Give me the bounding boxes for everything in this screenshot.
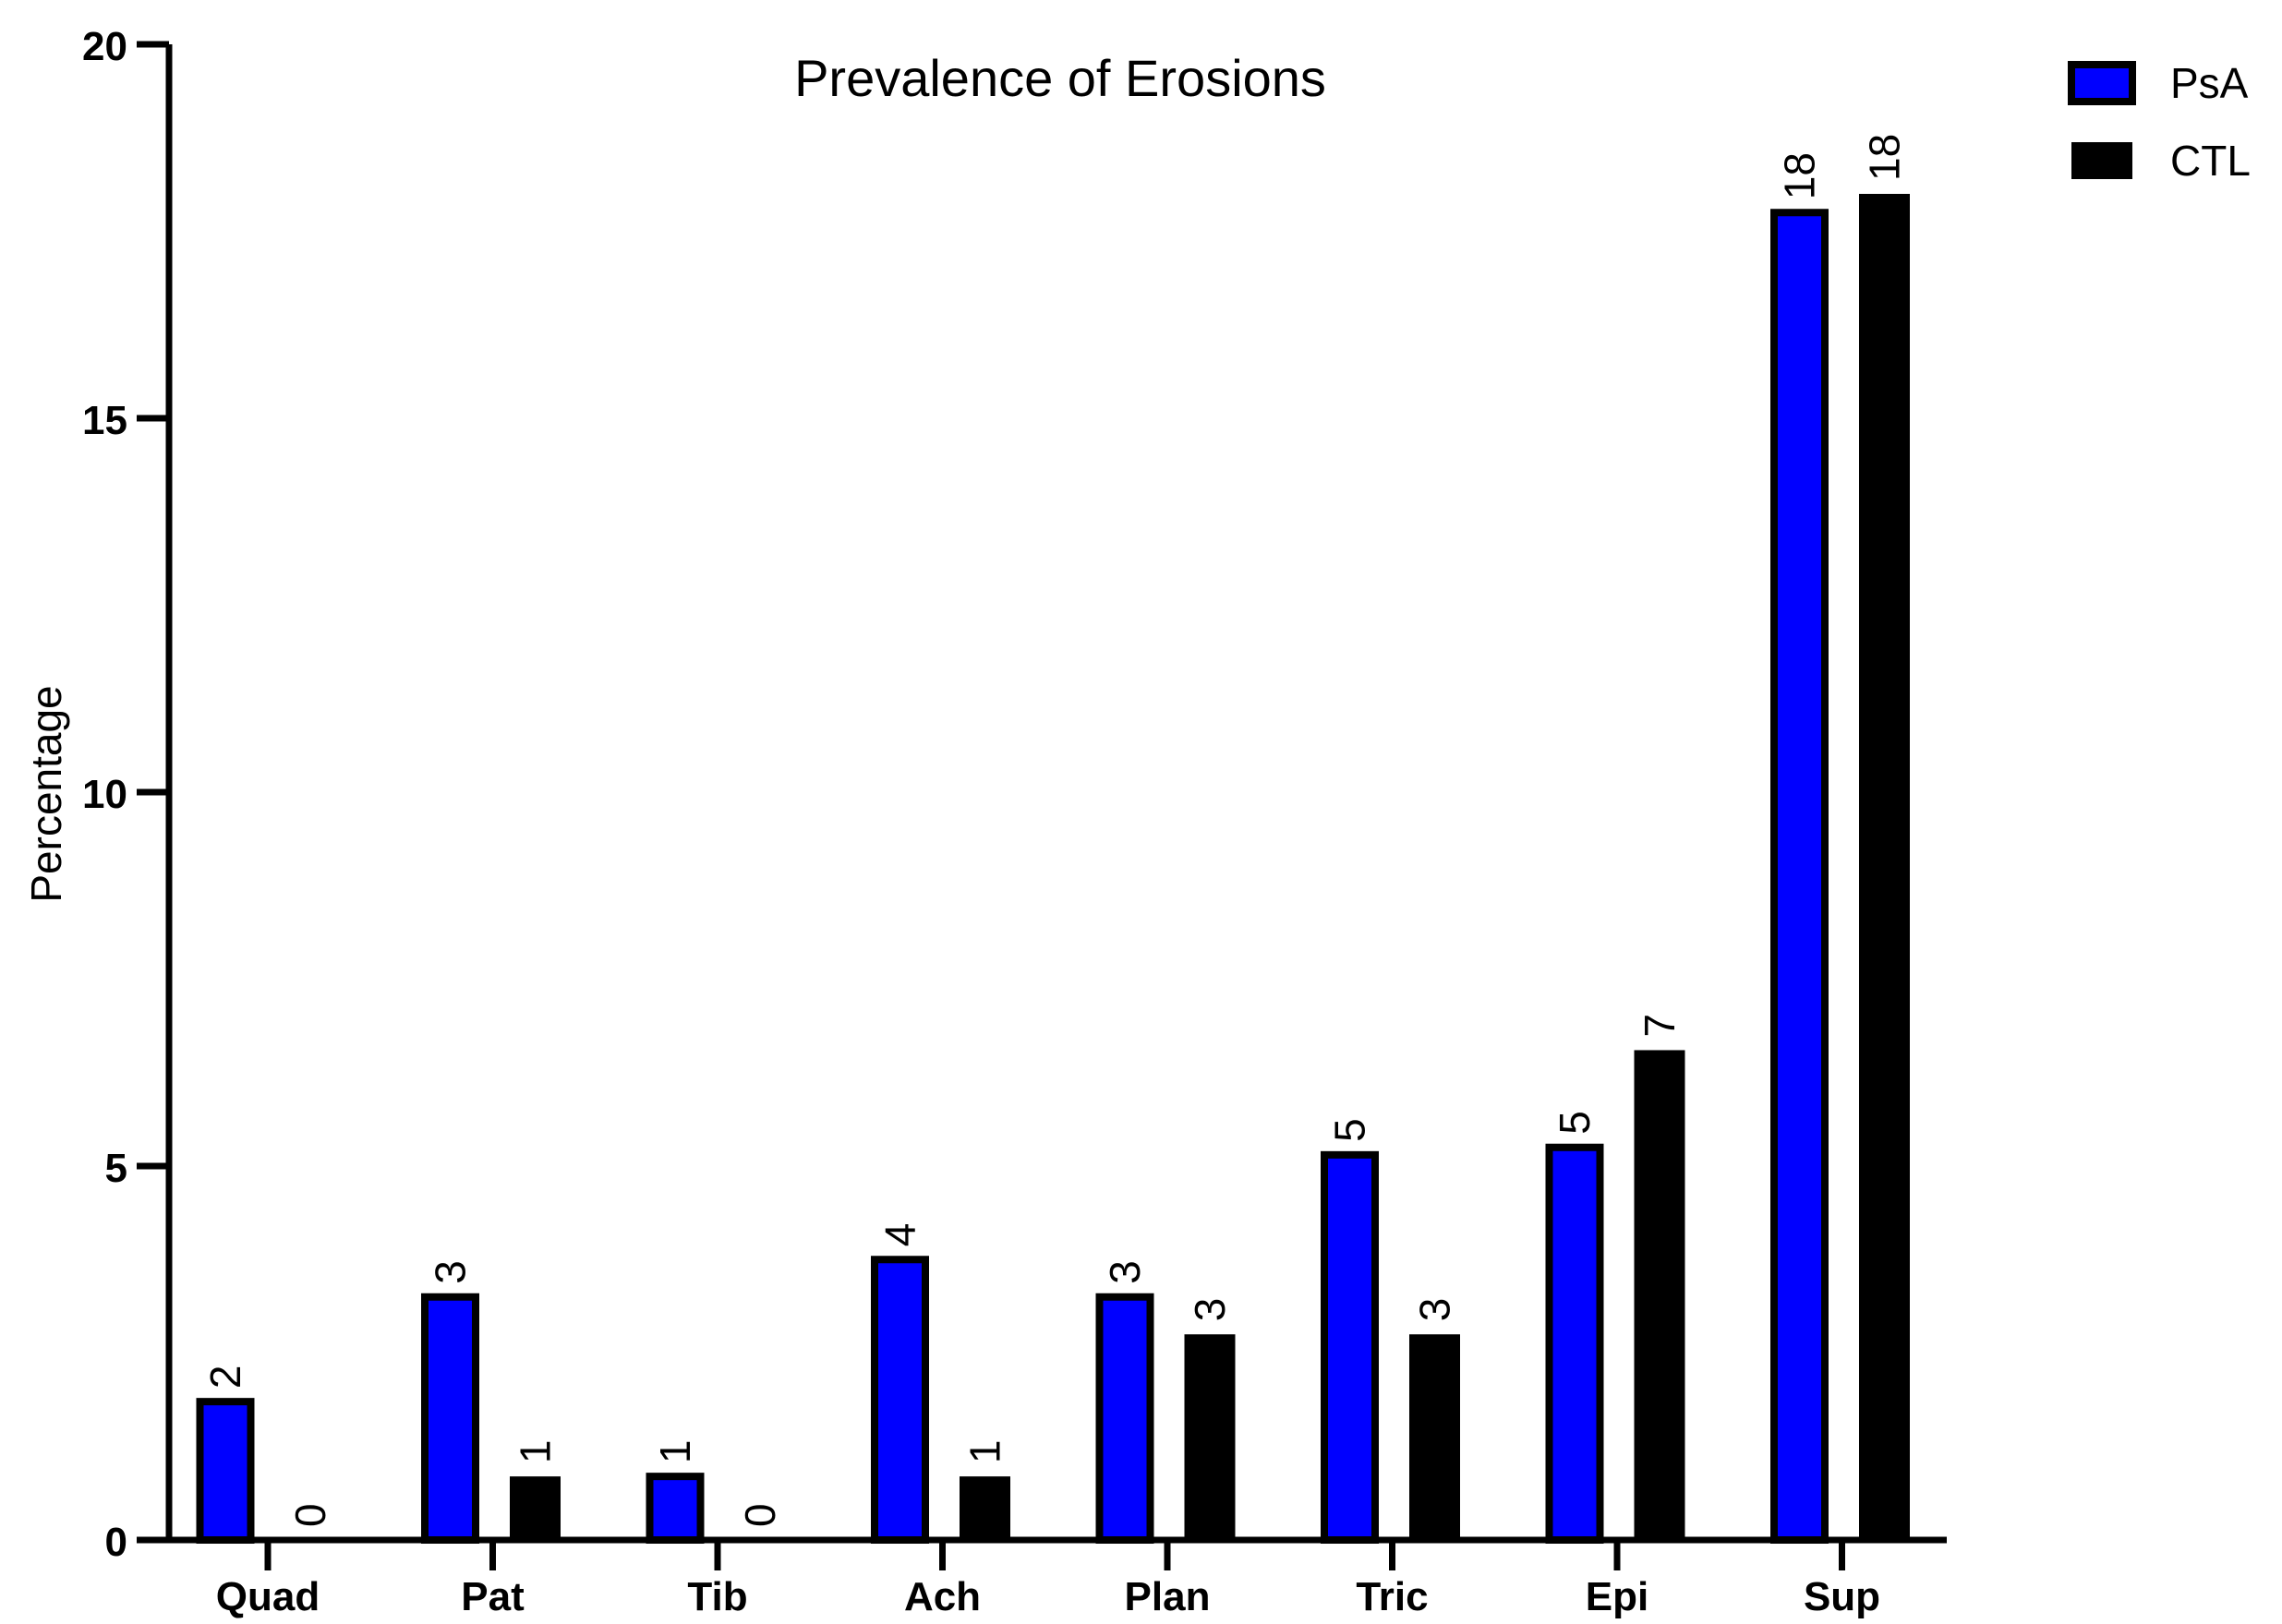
bar-value-label: 5 [1326, 1118, 1374, 1142]
bar-value-label: 18 [1861, 134, 1909, 181]
x-axis-ticks: Quad Pat Tib Ach Plan Tric Epi Sup [216, 1540, 1880, 1619]
bar-value-label: 1 [512, 1440, 560, 1464]
x-tick-label: Quad [216, 1574, 320, 1619]
bar-psa-sup [1770, 209, 1829, 1544]
bar-psa-plan [1095, 1293, 1154, 1544]
bars-group [196, 194, 1910, 1545]
bar-value-label: 2 [201, 1365, 249, 1389]
y-tick-label: 10 [82, 772, 127, 817]
y-tick-label: 20 [82, 24, 127, 69]
legend-swatch-ctl [2071, 142, 2132, 179]
bar-psa-pat [421, 1293, 479, 1544]
legend: PsA CTL [2068, 59, 2251, 185]
bar-ctl-ach [960, 1476, 1010, 1540]
bar-psa-quad [196, 1398, 255, 1545]
y-axis-label: Percentage [22, 685, 70, 902]
bar-value-label: 3 [1411, 1298, 1459, 1322]
bar-value-label: 1 [651, 1440, 699, 1464]
bar-psa-ach [871, 1256, 929, 1544]
y-axis-ticks: 0 5 10 15 20 [82, 24, 169, 1565]
bar-value-label: 0 [736, 1503, 784, 1527]
y-tick-label: 15 [82, 398, 127, 443]
legend-swatch-psa [2068, 61, 2136, 105]
bar-psa-tric [1321, 1150, 1379, 1544]
x-tick-label: Sup [1804, 1574, 1880, 1619]
chart-title: Prevalence of Erosions [794, 49, 1326, 107]
bar-value-label: 18 [1776, 152, 1824, 199]
bar-ctl-sup [1859, 194, 1910, 1540]
bar-ctl-tric [1409, 1334, 1460, 1540]
bar-value-label: 3 [427, 1260, 475, 1284]
bar-value-label: 4 [876, 1223, 924, 1247]
bar-value-label: 5 [1551, 1111, 1599, 1135]
bar-ctl-pat [510, 1476, 561, 1540]
x-tick-label: Plan [1125, 1574, 1211, 1619]
bar-value-label: 0 [286, 1503, 334, 1527]
bar-value-labels: 2 0 3 1 1 0 4 1 3 3 5 3 5 7 18 18 [201, 134, 1909, 1527]
bar-psa-tib [646, 1473, 705, 1545]
bar-value-label: 1 [961, 1440, 1009, 1464]
bar-psa-epi [1545, 1143, 1604, 1544]
legend-label-psa: PsA [2170, 59, 2249, 107]
x-tick-label: Tric [1356, 1574, 1428, 1619]
bar-value-label: 3 [1186, 1298, 1234, 1322]
x-tick-label: Epi [1586, 1574, 1648, 1619]
y-tick-label: 5 [105, 1146, 127, 1191]
y-tick-label: 0 [105, 1520, 127, 1565]
legend-label-ctl: CTL [2170, 137, 2251, 185]
bar-value-label: 7 [1636, 1014, 1684, 1038]
bar-ctl-epi [1634, 1050, 1685, 1540]
bar-value-label: 3 [1101, 1260, 1149, 1284]
x-tick-label: Tib [687, 1574, 747, 1619]
x-tick-label: Pat [461, 1574, 525, 1619]
bar-ctl-plan [1184, 1334, 1236, 1540]
x-tick-label: Ach [904, 1574, 981, 1619]
